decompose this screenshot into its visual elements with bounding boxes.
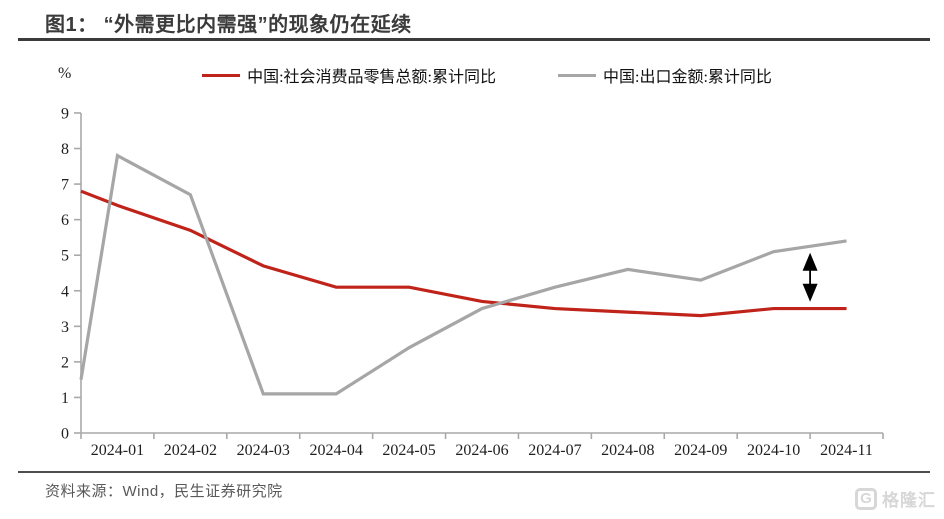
- x-tick-label: 2024-05: [382, 442, 435, 459]
- x-tick-label: 2024-10: [747, 442, 800, 459]
- y-tick-label: 3: [61, 319, 69, 336]
- x-tick-label: 2024-06: [455, 442, 508, 459]
- retail-series-label: 中国:社会消费品零售总额:累计同比: [247, 69, 496, 86]
- legend-item-export: 中国:出口金额:累计同比: [558, 63, 772, 87]
- y-axis-unit-label: %: [58, 65, 72, 82]
- x-tick-label: 2024-03: [237, 442, 290, 459]
- x-tick-label: 2024-04: [310, 442, 363, 459]
- legend-item-retail: 中国:社会消费品零售总额:累计同比: [202, 63, 496, 87]
- y-tick-label: 8: [61, 141, 69, 158]
- y-tick-label: 1: [61, 390, 69, 407]
- gelonghui-logo: G 格隆汇: [855, 486, 936, 511]
- title-underline: [18, 38, 930, 41]
- page-title: 图1： “外需更比内需强”的现象仍在延续: [45, 14, 412, 36]
- y-tick-label: 9: [61, 105, 69, 122]
- gelonghui-logo-icon: G: [855, 487, 877, 510]
- y-tick-label: 0: [61, 426, 69, 443]
- y-tick-label: 4: [61, 283, 69, 300]
- y-tick-label: 7: [61, 177, 69, 194]
- gelonghui-logo-text: 格隆汇: [882, 491, 936, 510]
- x-tick-label: 2024-11: [820, 442, 873, 459]
- x-tick-label: 2024-02: [164, 442, 217, 459]
- chart-legend: 中国:社会消费品零售总额:累计同比 中国:出口金额:累计同比: [70, 64, 904, 86]
- gap-arrow-head-down: [802, 283, 818, 302]
- source-note: 资料来源：Wind，民生证券研究院: [45, 483, 283, 500]
- line-chart: 0 1 2 3 4 5 6 7 8 9 2024-01 2024-02 2024-03 2024-04 20…: [61, 105, 884, 459]
- retail-series-swatch: [202, 73, 241, 77]
- retail-line: [80, 189, 847, 318]
- y-tick-label: 6: [61, 212, 69, 229]
- export-series-label: 中国:出口金额:累计同比: [603, 69, 772, 86]
- x-tick-label: 2024-01: [91, 442, 144, 459]
- export-line: [79, 153, 847, 396]
- x-tick-label: 2024-07: [528, 442, 581, 459]
- x-tick-label: 2024-08: [601, 442, 654, 459]
- footer-divider: [18, 471, 930, 473]
- y-tick-label: 5: [61, 248, 69, 265]
- gap-arrow-head-up: [802, 252, 818, 271]
- y-tick-label: 2: [61, 354, 69, 371]
- x-tick-label: 2024-09: [674, 442, 727, 459]
- export-series-swatch: [558, 73, 596, 77]
